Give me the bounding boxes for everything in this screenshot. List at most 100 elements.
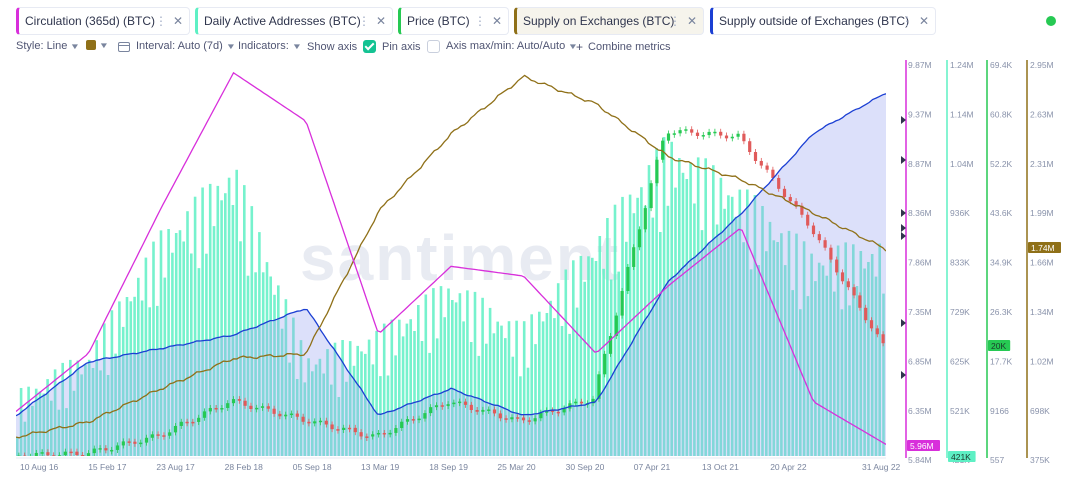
metric-chip-supply-outside-exchanges[interactable]: Supply outside of Exchanges (BTC) ⋮ ✕	[710, 7, 936, 35]
price-candle	[504, 418, 508, 420]
combine-metrics-button[interactable]: + Combine metrics	[576, 40, 671, 54]
active-addresses-bar	[560, 326, 564, 456]
pin-axis-checkbox[interactable]	[426, 40, 440, 53]
axis-maxmin-label: Axis max/min: Auto/Auto	[446, 40, 566, 52]
active-addresses-bar	[867, 262, 870, 456]
axis-maxmin-dropdown[interactable]: Axis max/min: Auto/Auto ▼	[446, 40, 578, 52]
pin-axis-toggle[interactable]: Pin axis	[382, 40, 440, 53]
active-addresses-bar	[852, 244, 855, 456]
supply_on_exchanges-tick-label: 2.63M	[1030, 109, 1054, 119]
price-candle	[243, 400, 247, 406]
show-axis-checkbox[interactable]	[363, 40, 377, 53]
price-candle	[434, 405, 439, 408]
supply-outside-fill	[16, 93, 886, 456]
interval-dropdown[interactable]: Interval: Auto (7d) ▼	[118, 40, 236, 52]
show-axis-label: Show axis	[307, 40, 358, 53]
active-addresses-bar	[795, 233, 798, 456]
active-addresses-bar	[163, 277, 167, 456]
show-axis-toggle[interactable]: Show axis	[307, 40, 377, 53]
date-label: 23 Aug 17	[156, 462, 195, 472]
price-candle	[817, 234, 821, 241]
price-candle	[342, 427, 346, 430]
close-icon[interactable]: ✕	[492, 14, 503, 28]
price-candle	[226, 403, 230, 409]
y-axes: 9.87M 9.37M 8.87M 8.36M 7.86M 7.35M 6.85M 6.35M…	[901, 60, 1061, 465]
metric-chip-price[interactable]: Price (BTC) ⋮ ✕	[398, 7, 509, 35]
metric-chip-supply-on-exchanges[interactable]: Supply on Exchanges (BTC) ⋮ ✕	[514, 7, 704, 35]
metrics-chart[interactable]: santiment 9.87M9.37M8.87M8.36M7.86M7.35M…	[0, 58, 1080, 477]
metric-chip-daily-active-addresses[interactable]: Daily Active Addresses (BTC) ⋮ ✕	[195, 7, 393, 35]
active-addresses-bar	[833, 291, 836, 456]
price-candle	[23, 455, 27, 456]
price-candle	[753, 152, 758, 161]
pin-axis-label: Pin axis	[382, 40, 421, 53]
price-candle	[840, 272, 845, 282]
more-icon[interactable]: ⋮	[358, 14, 370, 28]
active-addresses-bar	[765, 251, 768, 456]
circulation-tick-label: 9.87M	[908, 60, 932, 70]
price-candle	[34, 452, 38, 456]
calendar-icon	[118, 41, 130, 52]
circulation-tick-label: 6.35M	[908, 406, 932, 416]
active-addresses-bar	[621, 196, 624, 456]
price-candle	[359, 432, 363, 437]
price-candle	[788, 197, 792, 202]
active-addresses-bar	[424, 294, 428, 456]
active_addresses-tick-label: 729K	[950, 307, 970, 317]
active-addresses-bar	[137, 277, 140, 456]
active-addresses-bar	[34, 388, 38, 456]
active-addresses-bar	[772, 240, 776, 456]
price-candle	[481, 409, 485, 412]
active-addresses-bar	[628, 194, 632, 456]
active-addresses-bar	[280, 328, 284, 456]
active-addresses-bar	[23, 421, 27, 456]
color-picker[interactable]: ▼	[86, 40, 110, 50]
price-candle	[133, 441, 137, 444]
close-icon[interactable]: ✕	[376, 14, 387, 28]
supply_on_exchanges-tick-label: 1.99M	[1030, 208, 1054, 218]
active-addresses-bar	[488, 307, 492, 456]
indicators-dropdown[interactable]: Indicators: ▼	[238, 40, 302, 52]
metric-chip-circulation[interactable]: Circulation (365d) (BTC) ⋮ ✕	[16, 7, 190, 35]
active-addresses-bar	[405, 323, 409, 456]
close-icon[interactable]: ✕	[173, 14, 184, 28]
active-addresses-bar	[534, 344, 537, 456]
active-addresses-bar	[492, 333, 496, 456]
active-addresses-bar	[333, 342, 337, 456]
active_addresses-current-badge	[948, 451, 976, 462]
active-addresses-bar	[258, 232, 261, 456]
active-addresses-bar	[375, 330, 378, 456]
active_addresses-tick-label: 1.04M	[950, 159, 974, 169]
active-addresses-bar	[447, 288, 450, 456]
price-candle	[666, 133, 671, 141]
active-addresses-bar	[564, 269, 568, 456]
active_addresses-current-value: 421K	[951, 452, 971, 462]
price-candle	[295, 413, 299, 417]
circulation-current-badge	[907, 440, 940, 451]
more-icon[interactable]: ⋮	[901, 14, 913, 28]
close-icon[interactable]: ✕	[919, 14, 930, 28]
active-addresses-bar	[466, 290, 469, 456]
active-addresses-bar	[451, 300, 454, 456]
price-candle	[637, 229, 642, 248]
price-candle	[127, 441, 131, 443]
price-candle	[695, 132, 700, 136]
interval-label: Interval: Auto (7d)	[136, 40, 223, 52]
chevron-down-icon: ▼	[98, 40, 110, 50]
active-addresses-bar	[519, 376, 522, 456]
active-addresses-bar	[712, 165, 715, 456]
close-icon[interactable]: ✕	[687, 14, 698, 28]
axis-marker-icon	[901, 232, 906, 240]
active-addresses-bar	[734, 216, 738, 456]
metric-label: Daily Active Addresses (BTC)	[204, 14, 361, 28]
more-icon[interactable]: ⋮	[474, 14, 486, 28]
supply_on_exchanges-tick-label: 698K	[1030, 406, 1050, 416]
price-candle	[545, 410, 549, 413]
active_addresses-tick-label: 521K	[950, 406, 970, 416]
more-icon[interactable]: ⋮	[155, 14, 167, 28]
more-icon[interactable]: ⋮	[669, 14, 681, 28]
supply_on_exchanges-current-value: 1.74M	[1031, 243, 1055, 253]
active-addresses-bar	[647, 165, 651, 456]
style-dropdown[interactable]: Style: Line ▼	[16, 40, 80, 52]
indicators-label: Indicators:	[238, 40, 289, 52]
